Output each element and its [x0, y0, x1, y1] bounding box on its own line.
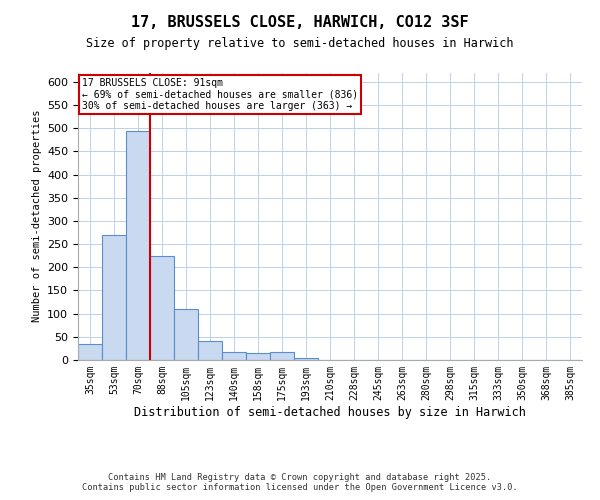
- Bar: [294, 358, 318, 360]
- Text: Contains HM Land Registry data © Crown copyright and database right 2025.
Contai: Contains HM Land Registry data © Crown c…: [82, 473, 518, 492]
- Bar: [198, 342, 222, 360]
- Bar: [102, 235, 126, 360]
- Y-axis label: Number of semi-detached properties: Number of semi-detached properties: [32, 110, 41, 322]
- Text: 17 BRUSSELS CLOSE: 91sqm
← 69% of semi-detached houses are smaller (836)
30% of : 17 BRUSSELS CLOSE: 91sqm ← 69% of semi-d…: [82, 78, 358, 112]
- Bar: [270, 352, 294, 360]
- Text: Size of property relative to semi-detached houses in Harwich: Size of property relative to semi-detach…: [86, 38, 514, 51]
- Bar: [126, 132, 150, 360]
- Bar: [246, 353, 270, 360]
- X-axis label: Distribution of semi-detached houses by size in Harwich: Distribution of semi-detached houses by …: [134, 406, 526, 418]
- Text: 17, BRUSSELS CLOSE, HARWICH, CO12 3SF: 17, BRUSSELS CLOSE, HARWICH, CO12 3SF: [131, 15, 469, 30]
- Bar: [150, 256, 174, 360]
- Bar: [78, 344, 102, 360]
- Bar: [174, 310, 198, 360]
- Bar: [222, 352, 246, 360]
